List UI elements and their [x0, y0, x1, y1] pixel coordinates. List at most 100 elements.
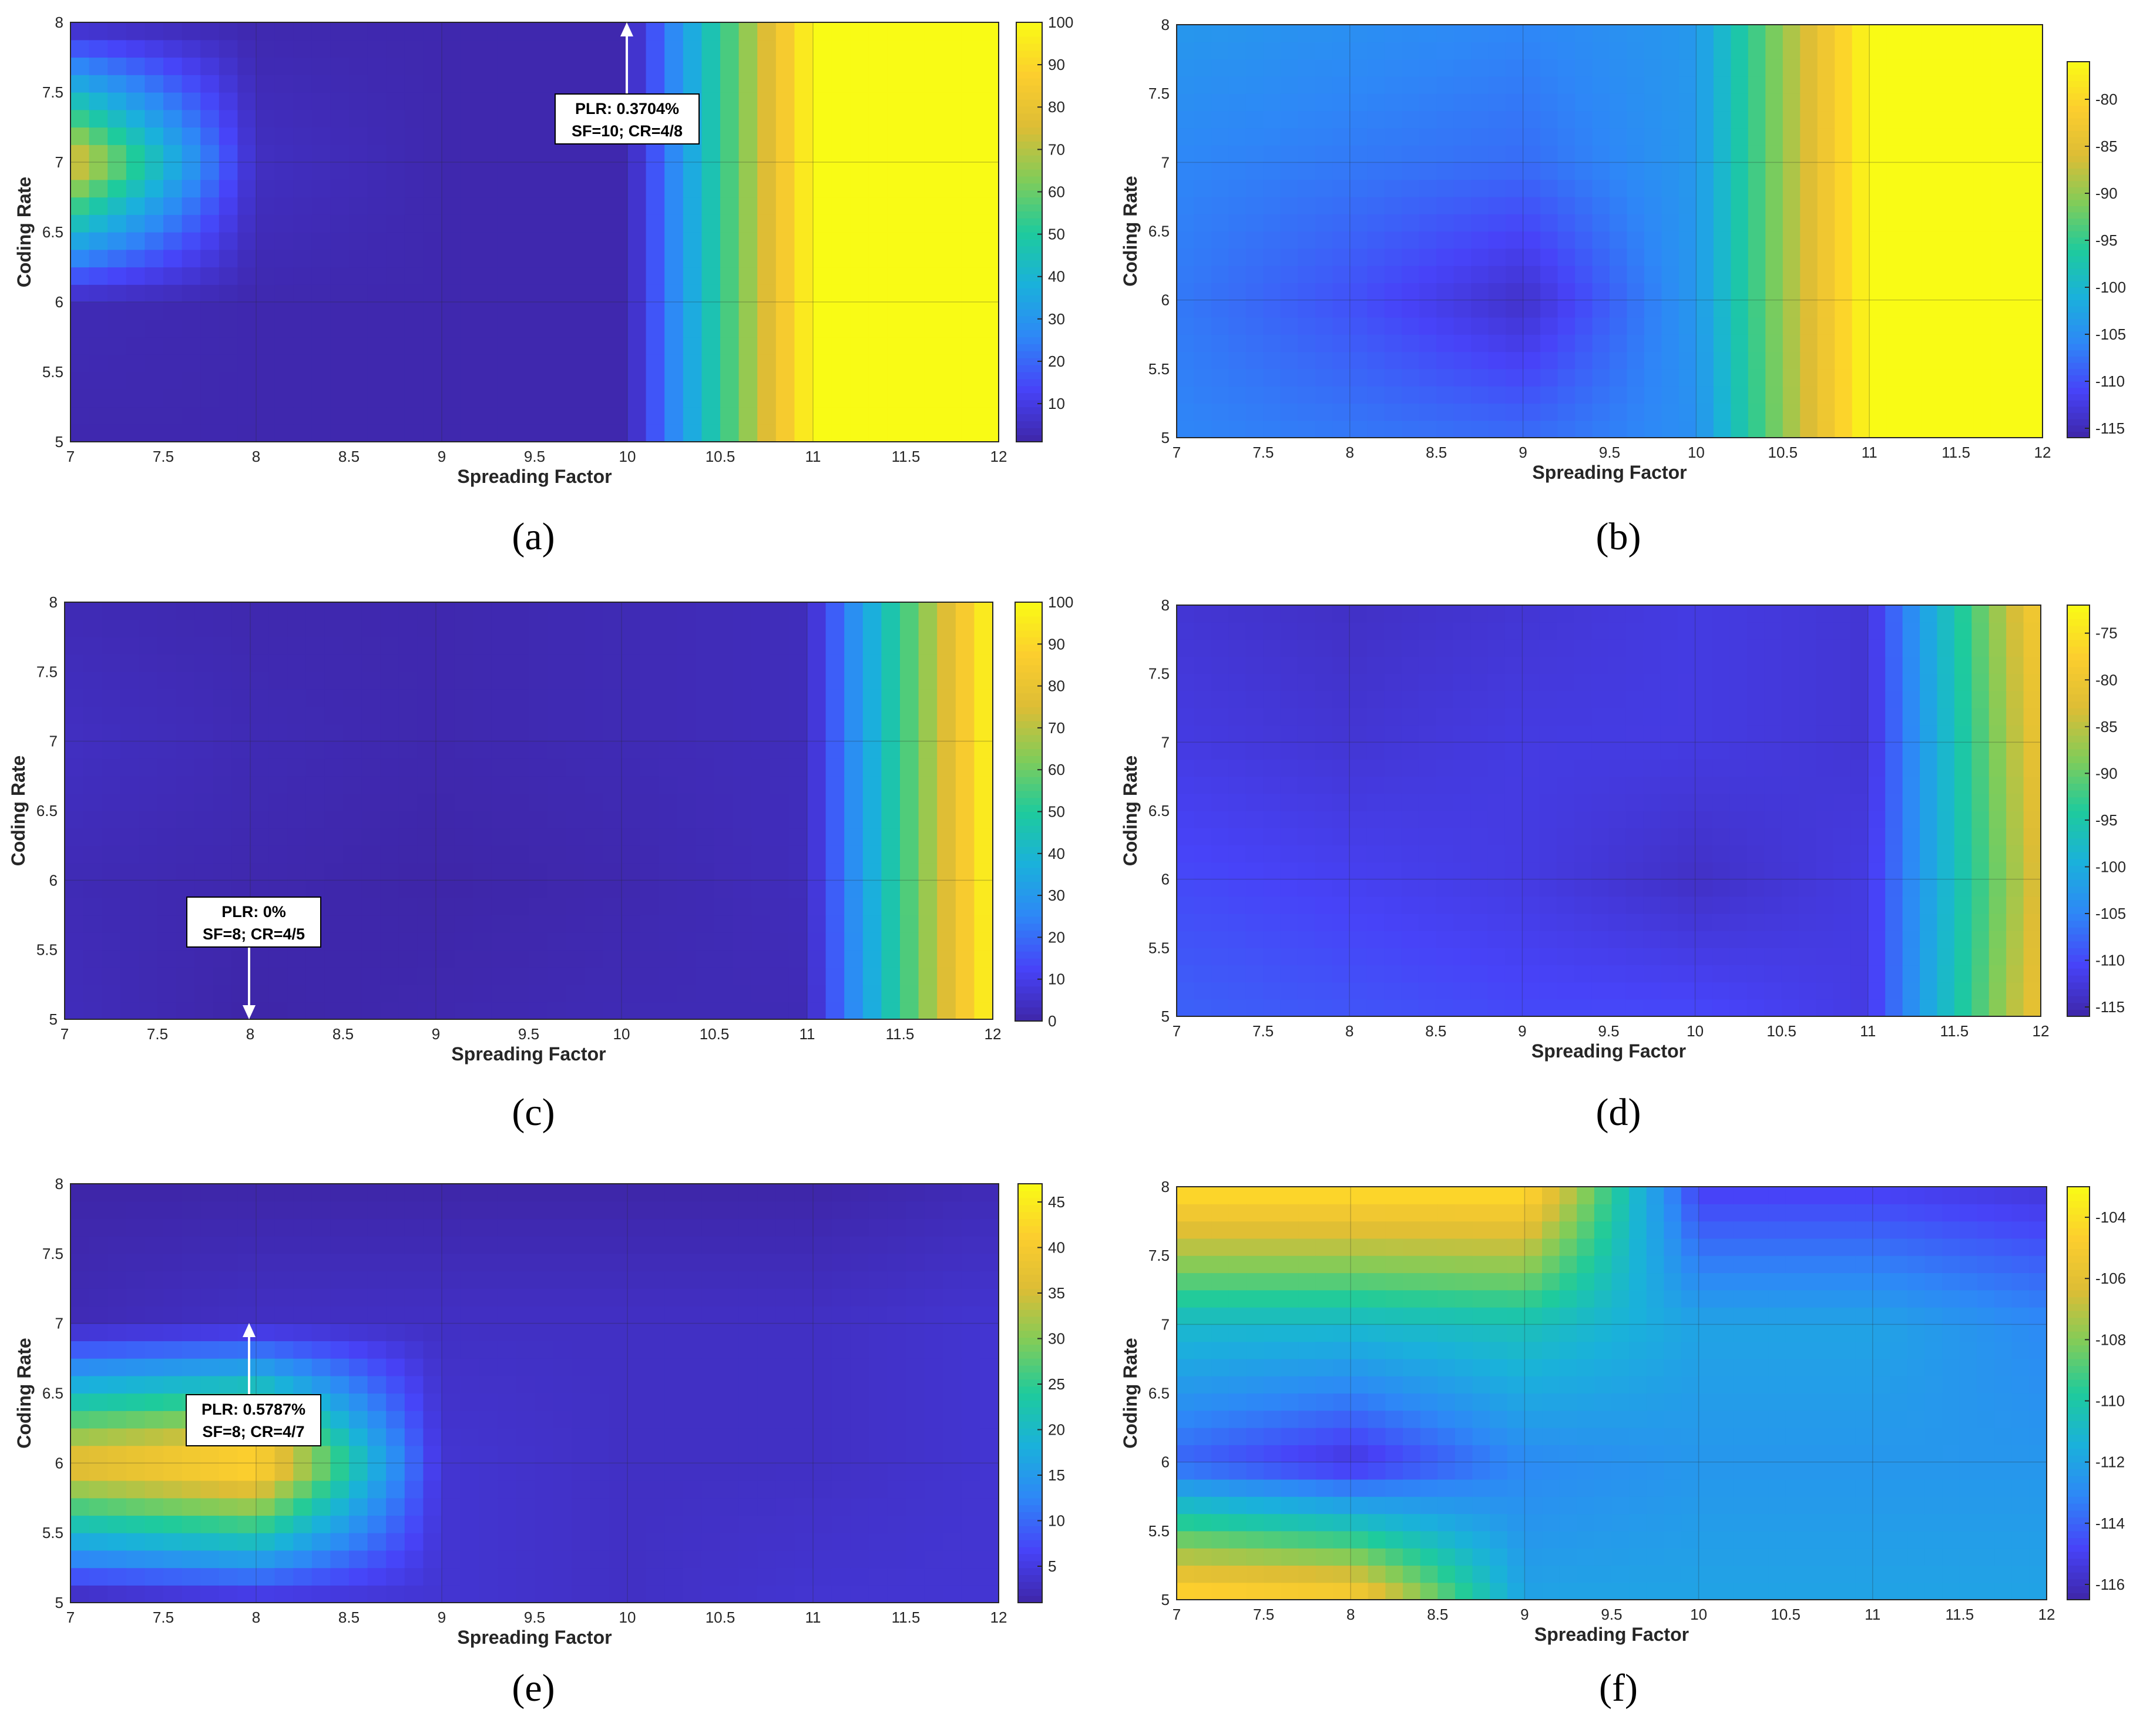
heatmap-cell	[386, 249, 405, 268]
heatmap-cell	[696, 984, 715, 1003]
heatmap-cell	[398, 758, 418, 777]
heatmap-cell	[460, 39, 479, 58]
heatmap-cell	[510, 602, 529, 620]
heatmap-cell	[460, 284, 479, 303]
heatmap-cell	[1764, 828, 1782, 845]
heatmap-cell	[1817, 334, 1835, 352]
heatmap-cell	[1470, 999, 1489, 1017]
heatmap-cell	[844, 949, 864, 968]
x-tick-label: 12	[990, 448, 1007, 465]
heatmap-cell	[1194, 639, 1212, 657]
heatmap-cell	[293, 57, 313, 75]
heatmap-cell	[1644, 179, 1662, 197]
heatmap-cell	[1627, 42, 1645, 60]
colorbar-swatch	[1015, 818, 1042, 826]
heatmap-cell	[1956, 266, 1974, 283]
heatmap-cell	[454, 724, 473, 742]
heatmap-cell	[305, 637, 325, 655]
heatmap-cell	[1625, 845, 1644, 863]
heatmap-cell	[1419, 76, 1437, 94]
heatmap-cell	[1418, 999, 1436, 1017]
heatmap-cell	[844, 758, 864, 777]
heatmap-cell	[535, 127, 554, 145]
heatmap-cell	[1661, 162, 1679, 180]
heatmap-cell	[900, 706, 919, 724]
heatmap-cell	[924, 145, 943, 163]
heatmap-cell	[311, 57, 331, 75]
heatmap-cell	[1956, 386, 1974, 404]
heatmap-cell	[1627, 25, 1645, 42]
heatmap-cell	[213, 967, 232, 985]
heatmap-cell	[2025, 196, 2043, 214]
heatmap-cell	[1245, 93, 1264, 112]
heatmap-cell	[102, 915, 121, 933]
heatmap-cell	[1402, 93, 1420, 112]
heatmap-cell	[1540, 25, 1558, 42]
heatmap-cell	[788, 793, 808, 811]
heatmap-cell	[1696, 368, 1714, 387]
heatmap-cell	[163, 337, 183, 355]
heatmap-cell	[1539, 759, 1557, 777]
heatmap-cell	[1332, 982, 1350, 1000]
heatmap-cell	[1245, 879, 1264, 897]
heatmap-cell	[701, 284, 721, 303]
heatmap-cell	[1453, 300, 1472, 318]
heatmap-cell	[1332, 862, 1350, 880]
heatmap-cell	[1488, 196, 1506, 214]
heatmap-cell	[516, 249, 535, 268]
heatmap-cell	[1504, 999, 1523, 1017]
heatmap-cell	[831, 302, 851, 320]
heatmap-cell	[1746, 914, 1765, 931]
heatmap-cell	[1177, 622, 1195, 640]
heatmap-cell	[659, 828, 678, 846]
heatmap-cell	[349, 75, 368, 93]
heatmap-cell	[850, 424, 869, 442]
heatmap-cell	[1522, 879, 1540, 897]
heatmap-cell	[980, 407, 999, 425]
heatmap-cell	[1643, 862, 1661, 880]
heatmap-cell	[1470, 828, 1489, 845]
heatmap-cell	[250, 967, 270, 985]
heatmap-cell	[1660, 690, 1678, 708]
heatmap-cell	[584, 671, 603, 690]
heatmap-cell	[627, 214, 647, 233]
heatmap-cell	[108, 92, 127, 110]
colorbar-swatch	[1015, 860, 1042, 868]
heatmap-cell	[590, 249, 609, 268]
heatmap-cell	[831, 109, 851, 128]
heatmap-cell	[1781, 931, 1799, 948]
heatmap-cell	[1678, 127, 1697, 146]
heatmap-cell	[491, 880, 510, 898]
heatmap-cell	[1625, 708, 1644, 726]
heatmap-cell	[120, 932, 139, 951]
heatmap-cell	[1731, 386, 1749, 404]
heatmap-cell	[1332, 162, 1351, 180]
heatmap-cell	[553, 214, 572, 233]
heatmap-cell	[200, 109, 220, 128]
heatmap-cell	[881, 724, 901, 742]
heatmap-cell	[1332, 639, 1350, 657]
heatmap-cell	[590, 407, 609, 425]
heatmap-cell	[2025, 231, 2043, 249]
heatmap-cell	[145, 145, 164, 163]
heatmap-cell	[720, 109, 740, 128]
heatmap-cell	[794, 39, 814, 58]
heatmap-cell	[1211, 965, 1229, 983]
heatmap-cell	[1678, 59, 1697, 77]
heatmap-cell	[491, 949, 510, 968]
heatmap-cell	[757, 249, 777, 268]
heatmap-cell	[590, 389, 609, 408]
heatmap-cell	[423, 372, 442, 390]
heatmap-cell	[813, 424, 832, 442]
heatmap-cell	[831, 75, 851, 93]
heatmap-cell	[1297, 914, 1315, 931]
heatmap-cell	[497, 389, 516, 408]
heatmap-cell	[213, 793, 232, 811]
heatmap-cell	[70, 92, 90, 110]
colorbar-swatch	[1016, 64, 1042, 72]
heatmap-cell	[1522, 639, 1540, 657]
heatmap-cell	[1540, 76, 1558, 94]
heatmap-cell	[887, 354, 906, 372]
heatmap-cell	[943, 302, 962, 320]
heatmap-cell	[751, 619, 771, 637]
